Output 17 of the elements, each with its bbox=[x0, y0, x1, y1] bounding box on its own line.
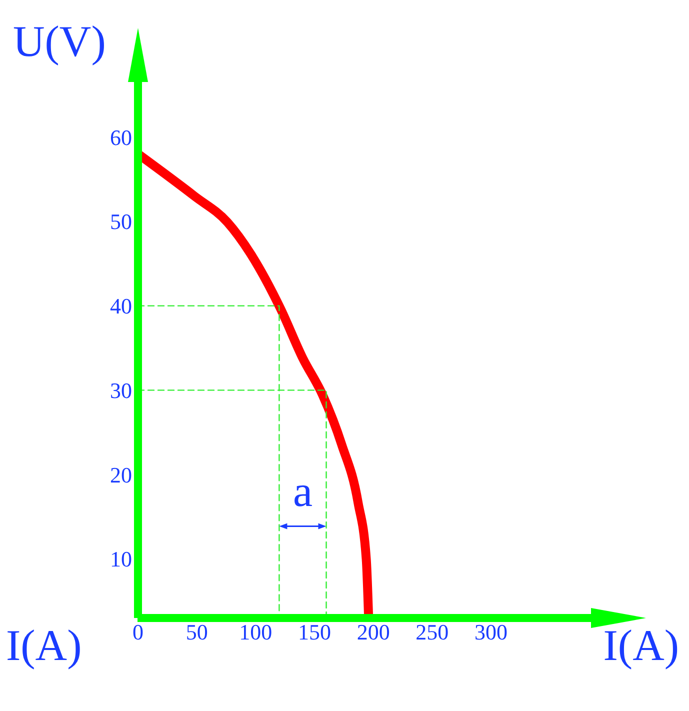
x-tick-label: 300 bbox=[474, 620, 508, 645]
y-tick-label: 30 bbox=[110, 378, 132, 403]
x-axis-title: I(A) bbox=[603, 620, 679, 671]
y-tick-label: 10 bbox=[110, 546, 132, 572]
x-tick-label: 250 bbox=[416, 620, 449, 645]
x-tick-label: 100 bbox=[239, 620, 272, 645]
y-axis-title: U(V) bbox=[13, 16, 106, 67]
y-tick-label: 20 bbox=[110, 462, 132, 488]
x-tick-label: 0 bbox=[132, 620, 144, 645]
y-tick-label: 60 bbox=[110, 124, 132, 150]
x-tick-label: 150 bbox=[298, 620, 331, 645]
annotation: a bbox=[292, 467, 312, 516]
y-tick-label: 40 bbox=[110, 294, 132, 319]
x-tick-label: 50 bbox=[186, 620, 208, 645]
x-tick-label: 200 bbox=[356, 620, 390, 645]
text: I(A) bbox=[6, 620, 82, 671]
y-tick-label: 50 bbox=[110, 209, 132, 234]
